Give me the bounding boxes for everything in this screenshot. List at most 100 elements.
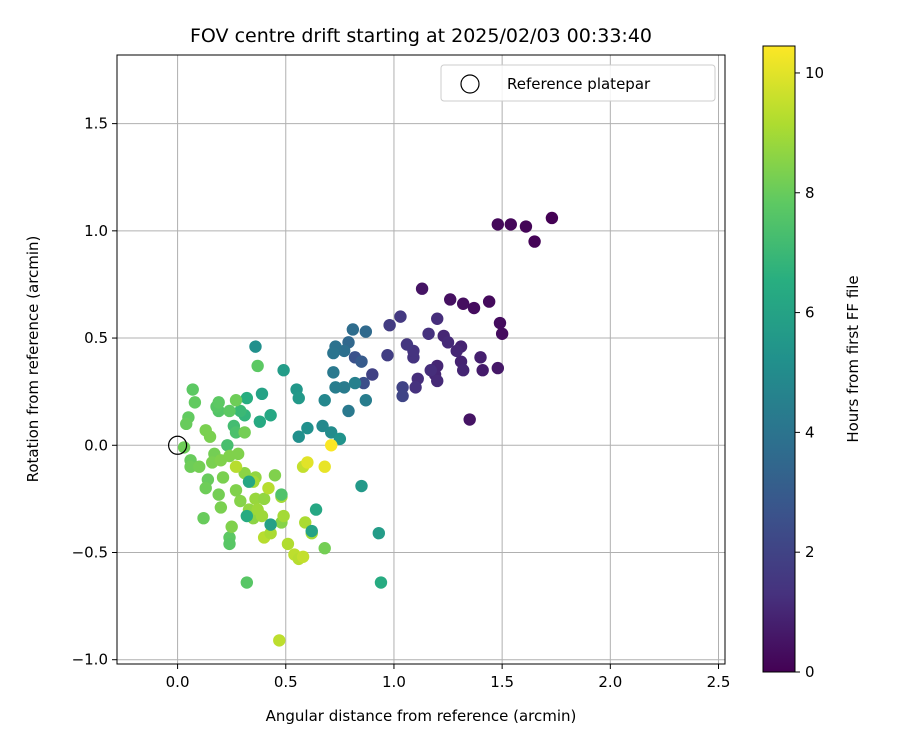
data-point	[491, 218, 505, 231]
data-point	[348, 376, 362, 390]
data-point	[264, 409, 277, 422]
y-tick-label: 0.0	[84, 436, 108, 454]
y-axis: −1.0 −0.5 0.0 0.5 1.0 1.5	[72, 115, 117, 669]
data-point	[374, 576, 388, 589]
colorbar-label: Hours from first FF file	[844, 275, 862, 442]
data-point	[474, 351, 487, 364]
data-point	[359, 325, 373, 338]
data-point	[396, 389, 409, 403]
data-point	[229, 426, 243, 439]
x-axis-label: Angular distance from reference (arcmin)	[266, 707, 577, 725]
data-point	[292, 430, 305, 443]
data-point	[240, 391, 254, 405]
chart-title: FOV centre drift starting at 2025/02/03 …	[190, 25, 652, 47]
data-point	[359, 394, 373, 407]
data-point	[415, 282, 429, 295]
data-point	[545, 211, 559, 225]
colorbar-tick-label: 6	[805, 304, 815, 322]
data-point	[234, 494, 247, 508]
y-tick-label: 0.5	[84, 329, 108, 347]
colorbar: 0 2 4 6 8 10	[762, 45, 824, 681]
data-point	[180, 417, 193, 431]
data-point	[240, 509, 254, 523]
data-point	[400, 338, 414, 351]
data-point	[296, 550, 310, 563]
y-tick-label: 1.5	[84, 115, 108, 133]
data-point	[381, 349, 394, 362]
data-point	[292, 391, 305, 405]
data-point	[301, 456, 314, 469]
data-point	[273, 634, 286, 647]
data-point	[199, 481, 212, 495]
data-point	[229, 484, 243, 497]
data-point	[482, 295, 496, 308]
data-point	[325, 426, 338, 439]
data-points	[167, 211, 559, 647]
data-point	[193, 460, 206, 473]
data-point	[177, 441, 191, 454]
data-point	[355, 479, 368, 493]
data-point	[301, 421, 314, 435]
data-point	[251, 359, 264, 373]
data-point	[431, 374, 444, 388]
data-point	[253, 415, 267, 428]
data-point	[255, 387, 269, 401]
data-point	[329, 381, 342, 394]
data-point	[264, 526, 277, 540]
data-point	[504, 218, 517, 231]
grid-lines	[117, 55, 725, 664]
data-point	[242, 475, 256, 488]
data-point	[305, 524, 318, 538]
y-tick-label: −0.5	[72, 543, 108, 561]
y-tick-label: −1.0	[72, 651, 108, 669]
data-point	[277, 509, 290, 523]
data-point	[268, 469, 282, 482]
x-tick-label: 0.5	[274, 673, 298, 691]
data-point	[325, 439, 338, 452]
data-point	[441, 336, 455, 349]
data-point	[255, 509, 269, 523]
data-point	[318, 394, 331, 407]
data-point	[355, 355, 368, 368]
data-point	[396, 381, 409, 394]
data-point	[275, 488, 288, 501]
colorbar-tick-label: 0	[805, 663, 815, 681]
legend-label: Reference platepar	[507, 75, 651, 93]
x-tick-label: 0.0	[166, 673, 190, 691]
data-point	[257, 492, 271, 506]
colorbar-gradient	[762, 45, 796, 673]
y-tick-label: 1.0	[84, 222, 108, 240]
plot-frame	[116, 54, 726, 665]
data-point	[493, 316, 507, 330]
data-point	[357, 376, 370, 390]
data-point	[184, 460, 197, 473]
colorbar-tick-label: 2	[805, 543, 815, 561]
data-point	[495, 327, 509, 340]
data-point	[342, 404, 355, 418]
data-point	[264, 518, 277, 531]
data-point	[409, 381, 422, 394]
data-point	[424, 364, 437, 377]
reference-platepar-marker	[167, 435, 188, 455]
data-point	[225, 520, 238, 533]
data-point	[234, 404, 247, 418]
data-point	[327, 346, 340, 360]
data-point	[463, 413, 476, 426]
data-point	[422, 327, 435, 340]
data-point	[337, 381, 351, 394]
x-axis: 0.0 0.5 1.0 1.5 2.0 2.5	[166, 664, 730, 691]
data-point	[223, 404, 236, 418]
data-point	[431, 312, 444, 325]
legend: Reference platepar	[440, 64, 716, 102]
data-point	[383, 318, 396, 332]
data-point	[240, 576, 254, 589]
x-tick-label: 1.0	[382, 673, 406, 691]
data-point	[212, 396, 225, 409]
data-point	[309, 503, 323, 516]
data-point	[212, 488, 225, 501]
data-point	[491, 361, 505, 375]
data-point	[214, 501, 228, 514]
data-point	[372, 526, 386, 540]
data-point	[238, 426, 251, 439]
colorbar-tick-label: 10	[805, 64, 824, 82]
